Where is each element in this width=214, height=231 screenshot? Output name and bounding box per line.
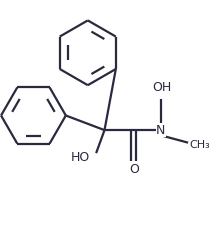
Text: HO: HO <box>71 151 90 164</box>
Text: CH₃: CH₃ <box>189 140 210 150</box>
Text: OH: OH <box>152 81 172 94</box>
Text: O: O <box>129 163 139 176</box>
Text: N: N <box>156 124 166 137</box>
